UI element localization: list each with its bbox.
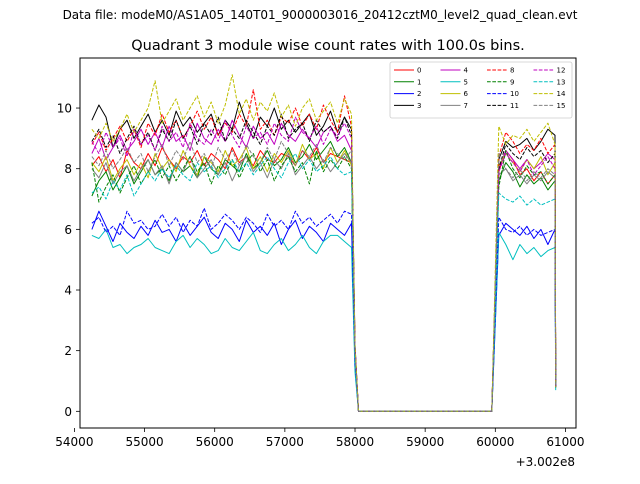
legend-label-13: 13 (557, 78, 566, 86)
x-tick-label-60000: 60000 (476, 435, 514, 449)
legend-label-9: 9 (510, 78, 514, 86)
x-tick-label-56000: 56000 (196, 435, 234, 449)
x-offset-label: +3.002e8 (516, 455, 575, 469)
series-line-12 (91, 116, 557, 412)
series-line-15 (91, 140, 557, 412)
y-tick-label-0: 0 (64, 405, 72, 419)
plot-area (91, 74, 557, 412)
y-tick-label-10: 10 (57, 102, 72, 116)
legend-label-1: 1 (417, 78, 421, 86)
legend-label-0: 0 (417, 67, 421, 75)
y-tick-label-2: 2 (64, 344, 72, 358)
legend-label-8: 8 (510, 67, 514, 75)
legend-label-4: 4 (464, 67, 469, 75)
figure-suptitle: Data file: modeM0/AS1A05_140T01_90000030… (62, 8, 578, 22)
series-line-4 (91, 119, 557, 412)
legend-label-12: 12 (557, 67, 566, 75)
legend-label-14: 14 (557, 90, 566, 98)
x-tick-label-55000: 55000 (125, 435, 163, 449)
x-tick-label-54000: 54000 (55, 435, 93, 449)
series-line-6 (91, 143, 557, 412)
series-line-5 (91, 228, 557, 412)
series-line-11 (91, 113, 557, 412)
legend-label-11: 11 (510, 102, 519, 110)
legend-label-3: 3 (417, 102, 421, 110)
y-tick-label-6: 6 (64, 223, 72, 237)
x-tick-label-61000: 61000 (546, 435, 584, 449)
x-tick-label-59000: 59000 (406, 435, 444, 449)
x-tick-label-57000: 57000 (266, 435, 304, 449)
legend-label-15: 15 (557, 102, 566, 110)
legend-frame (389, 61, 573, 119)
x-tick-label-58000: 58000 (336, 435, 374, 449)
series-line-9 (91, 150, 557, 412)
series-line-1 (91, 140, 557, 412)
x-axis: 54000 55000 56000 57000 58000 59000 60000 61000 (55, 428, 585, 449)
legend-label-2: 2 (417, 90, 421, 98)
legend-label-5: 5 (464, 78, 468, 86)
series-line-0 (91, 147, 557, 412)
y-tick-label-4: 4 (64, 284, 72, 298)
legend-label-7: 7 (464, 102, 468, 110)
series-line-13 (91, 153, 557, 412)
axes-frame (79, 57, 577, 429)
chart-title: Quadrant 3 module wise count rates with … (131, 38, 525, 54)
series-line-10 (91, 207, 557, 412)
y-tick-label-8: 8 (64, 162, 72, 176)
y-axis: 0 2 4 6 8 10 (57, 102, 80, 419)
legend-label-10: 10 (510, 90, 519, 98)
legend-label-6: 6 (464, 90, 469, 98)
series-line-7 (91, 153, 557, 412)
